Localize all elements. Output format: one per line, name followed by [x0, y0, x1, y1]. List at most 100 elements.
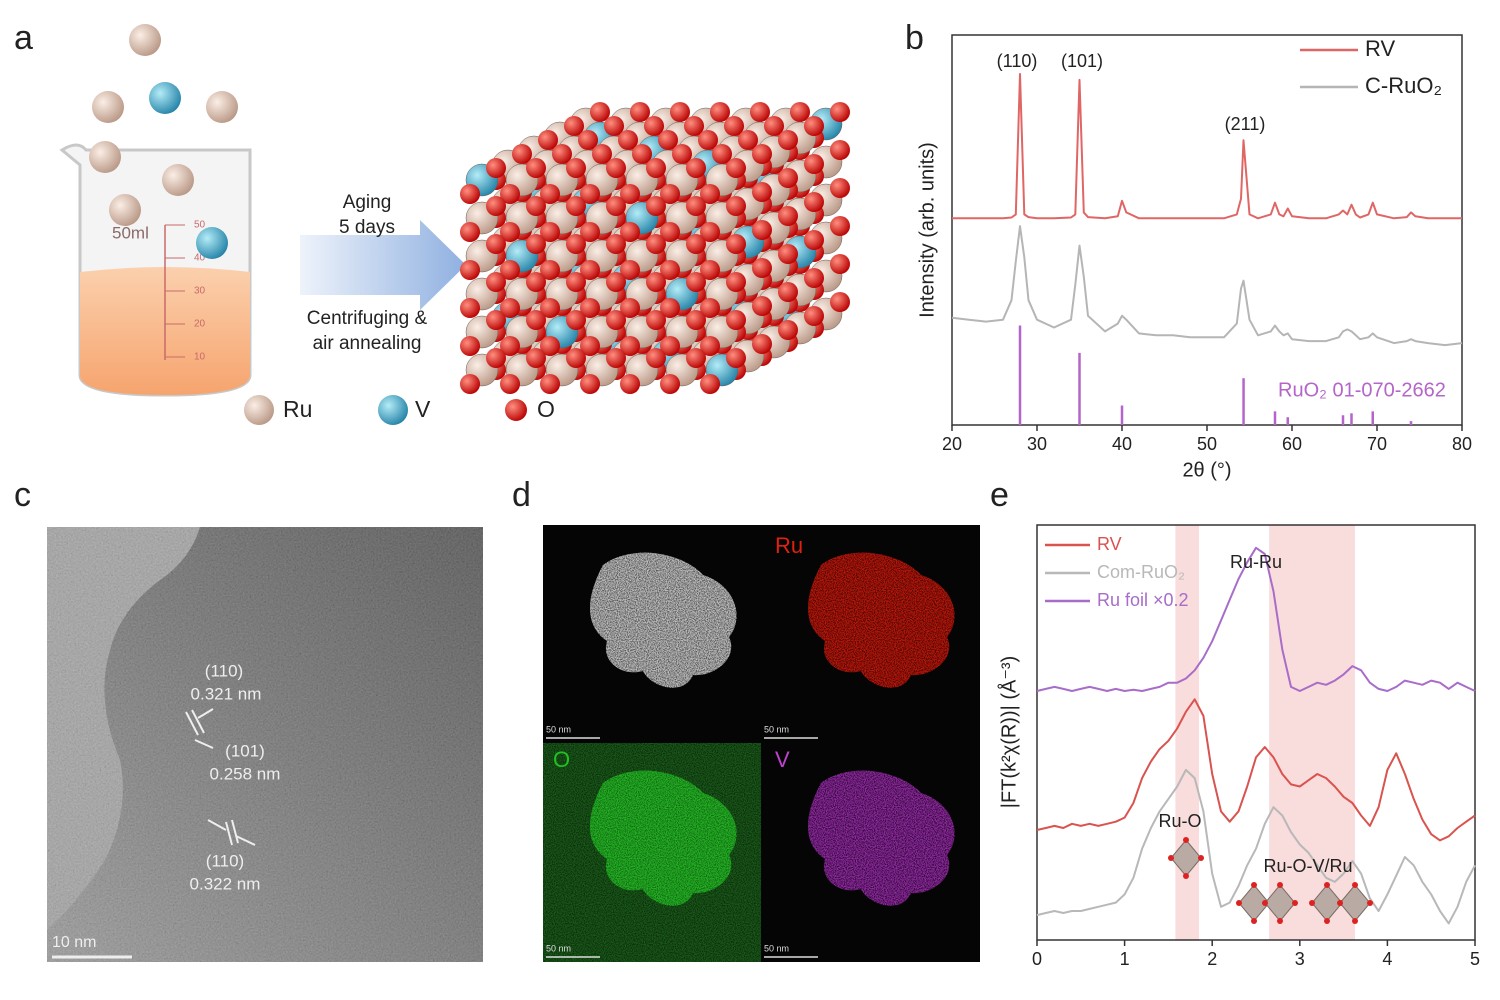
- x-tick-label: 60: [1282, 434, 1302, 454]
- oxygen: [540, 298, 560, 318]
- data-line: [1036, 768, 1476, 925]
- octahedron-vertex: [1236, 900, 1242, 906]
- octahedron-vertex: [1324, 882, 1330, 888]
- oxygen: [540, 222, 560, 242]
- arrow-label: Aging: [343, 192, 392, 213]
- oxygen: [486, 272, 506, 292]
- scale-bar-label: 50 nm: [546, 724, 571, 734]
- oxygen: [726, 234, 746, 254]
- octahedron-vertex: [1367, 900, 1373, 906]
- oxygen: [646, 310, 666, 330]
- oxygen: [592, 144, 612, 164]
- octahedron-vertex: [1168, 855, 1174, 861]
- oxygen: [712, 144, 732, 164]
- peak-annotation: Ru-Ru: [1230, 552, 1282, 572]
- highlight-band: [1175, 525, 1200, 940]
- oxygen: [686, 272, 706, 292]
- panel-label: b: [905, 19, 924, 57]
- oxygen: [606, 272, 626, 292]
- octahedron-vertex: [1277, 882, 1283, 888]
- scale-bar-label: 50 nm: [764, 943, 789, 953]
- oxygen: [646, 158, 666, 178]
- x-tick-label: 5: [1470, 949, 1480, 969]
- oxygen: [778, 244, 798, 264]
- y-axis-label: |FT(k²χ(R))| (Å⁻³): [997, 656, 1020, 809]
- beaker-tick: 30: [194, 286, 206, 297]
- data-line: [951, 225, 1463, 347]
- d-spacing: 0.258 nm: [210, 764, 281, 783]
- oxygen: [460, 260, 480, 280]
- oxygen: [566, 272, 586, 292]
- data-line: [1036, 698, 1476, 842]
- x-tick-label: 2: [1207, 949, 1217, 969]
- oxygen: [686, 310, 706, 330]
- legend-label: Ru foil ×0.2: [1097, 590, 1189, 610]
- oxygen: [700, 336, 720, 356]
- arrow-label: air annealing: [313, 333, 422, 354]
- oxygen: [526, 196, 546, 216]
- legend-label: RV: [1365, 36, 1395, 61]
- oxygen: [686, 158, 706, 178]
- lattice-plane: (110): [206, 851, 244, 870]
- oxygen: [710, 102, 730, 122]
- oxygen: [486, 158, 506, 178]
- precursor-atoms: [89, 24, 238, 259]
- d-spacing: 0.322 nm: [190, 874, 261, 893]
- oxygen: [778, 168, 798, 188]
- octahedron-vertex: [1251, 918, 1257, 924]
- beaker-tick: 10: [194, 352, 206, 363]
- oxygen: [606, 158, 626, 178]
- tem-image: [47, 527, 483, 962]
- oxygen: [700, 298, 720, 318]
- oxygen: [686, 234, 706, 254]
- oxygen: [620, 222, 640, 242]
- oxygen: [724, 116, 744, 136]
- oxygen: [512, 144, 532, 164]
- legend-label: C-RuO₂: [1365, 73, 1442, 98]
- arrow-label: Centrifuging &: [307, 308, 428, 329]
- eds-maps: [543, 525, 980, 962]
- oxygen: [620, 336, 640, 356]
- octahedron-vertex: [1183, 873, 1189, 879]
- x-axis-label: 2θ (°): [1182, 459, 1231, 481]
- oxygen: [658, 130, 678, 150]
- oxygen: [606, 234, 626, 254]
- oxygen: [646, 234, 666, 254]
- peak-annotation: Ru-O: [1158, 811, 1201, 831]
- x-tick-label: 40: [1112, 434, 1132, 454]
- oxygen: [460, 298, 480, 318]
- beaker-tick: 50: [194, 220, 206, 231]
- x-tick-label: 4: [1382, 949, 1392, 969]
- peak-annotation: (101): [1061, 51, 1103, 71]
- legend-label: Ru: [283, 396, 312, 422]
- panel-label: d: [512, 476, 531, 514]
- oxygen: [604, 116, 624, 136]
- oxygen: [726, 272, 746, 292]
- crystal-lattice: [460, 102, 850, 394]
- oxygen: [460, 222, 480, 242]
- oxygen: [804, 306, 824, 326]
- oxygen: [500, 374, 520, 394]
- map-label: Ru: [775, 533, 803, 558]
- oxygen: [804, 116, 824, 136]
- oxygen: [620, 374, 640, 394]
- oxygen: [830, 292, 850, 312]
- oxygen: [660, 260, 680, 280]
- octahedron-vertex: [1292, 900, 1298, 906]
- octahedron-vertex: [1337, 900, 1343, 906]
- oxygen: [620, 260, 640, 280]
- oxygen: [804, 268, 824, 288]
- oxygen: [660, 298, 680, 318]
- octahedron-vertex: [1352, 882, 1358, 888]
- oxygen: [526, 234, 546, 254]
- legend-swatch: [244, 395, 274, 425]
- oxygen: [632, 144, 652, 164]
- oxygen: [646, 196, 666, 216]
- oxygen: [606, 196, 626, 216]
- oxygen: [566, 196, 586, 216]
- oxygen: [830, 140, 850, 160]
- oxygen: [750, 102, 770, 122]
- oxygen: [500, 184, 520, 204]
- peak-annotation: Ru-O-V/Ru: [1263, 856, 1352, 876]
- oxygen: [738, 130, 758, 150]
